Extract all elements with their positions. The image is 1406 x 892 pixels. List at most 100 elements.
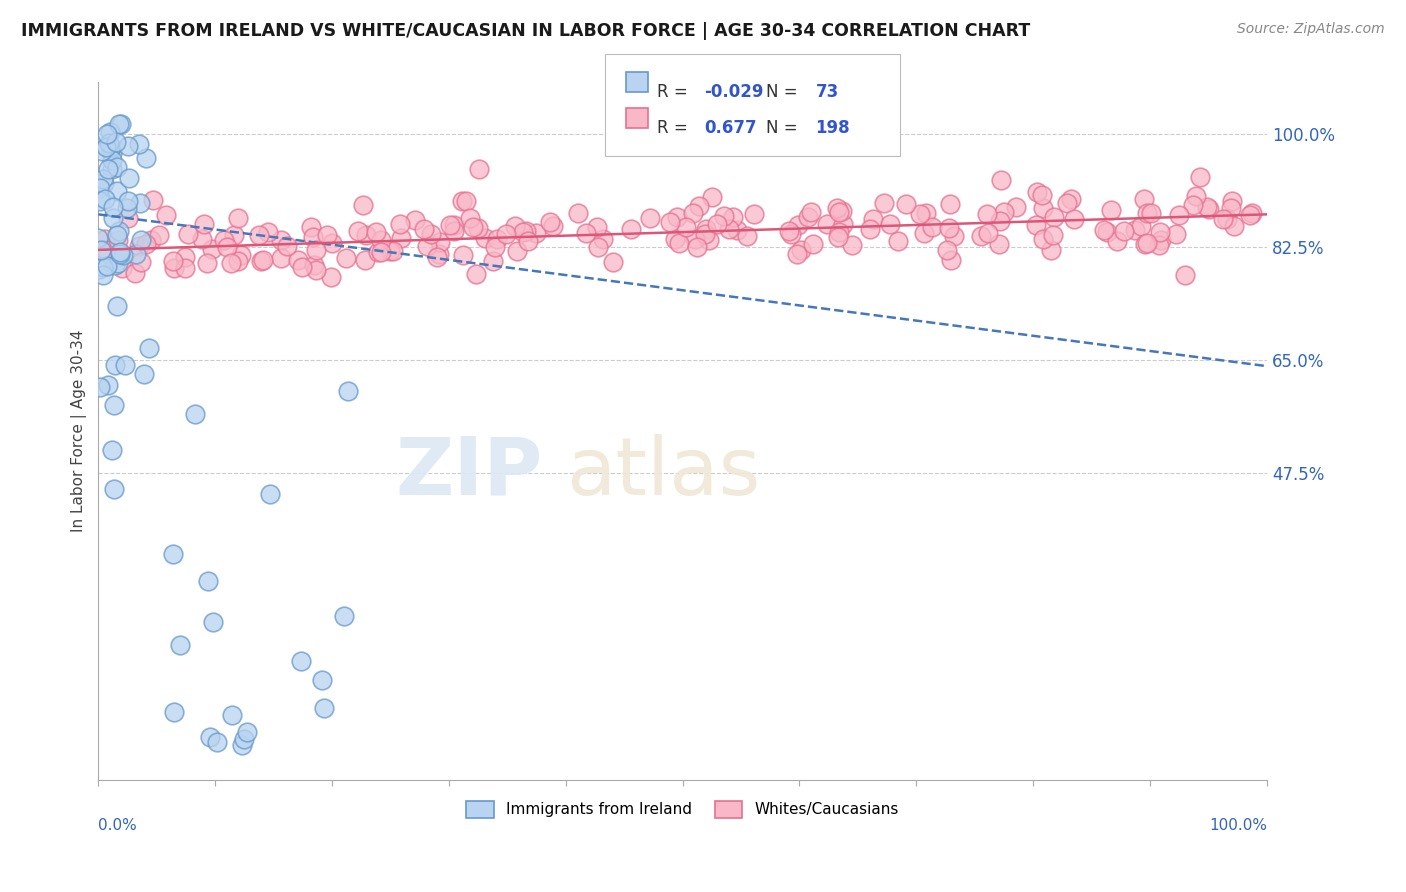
Point <box>228 211 250 225</box>
Y-axis label: In Labor Force | Age 30-34: In Labor Force | Age 30-34 <box>72 329 87 532</box>
Point <box>429 235 451 249</box>
Point <box>942 229 965 244</box>
Point <box>138 341 160 355</box>
Point <box>321 236 343 251</box>
Point <box>938 220 960 235</box>
Point <box>96 243 118 257</box>
Point <box>98 136 121 150</box>
Point <box>215 240 238 254</box>
Point <box>98 143 121 157</box>
Point <box>451 248 474 262</box>
Point <box>256 225 278 239</box>
Point <box>413 222 436 236</box>
Point <box>128 196 150 211</box>
Point <box>458 211 481 226</box>
Point <box>1220 194 1243 208</box>
Point <box>602 255 624 269</box>
Point <box>1223 219 1246 233</box>
Point <box>162 547 184 561</box>
Point <box>163 705 186 719</box>
Point <box>117 211 139 226</box>
Point <box>831 203 853 218</box>
Point <box>312 701 335 715</box>
Point <box>976 206 998 220</box>
Text: -0.029: -0.029 <box>704 83 763 101</box>
Point <box>1031 187 1053 202</box>
Point <box>101 153 124 167</box>
Point <box>87 262 110 277</box>
Point <box>128 137 150 152</box>
Point <box>506 244 529 258</box>
Text: 0.0%: 0.0% <box>98 818 138 833</box>
Point <box>115 201 138 215</box>
Point <box>575 227 598 241</box>
Point <box>1043 210 1066 224</box>
Point <box>908 207 931 221</box>
Point <box>195 255 218 269</box>
Point <box>304 258 326 272</box>
Point <box>128 239 150 253</box>
Point <box>107 256 129 270</box>
Point <box>163 261 186 276</box>
Point <box>91 260 114 274</box>
Point <box>94 192 117 206</box>
Point <box>108 117 131 131</box>
Point <box>364 225 387 239</box>
Point <box>124 247 146 261</box>
Point <box>515 224 537 238</box>
Point <box>426 250 449 264</box>
Point <box>1198 202 1220 217</box>
Point <box>118 170 141 185</box>
Point <box>921 219 943 234</box>
Text: 73: 73 <box>815 83 839 101</box>
Point <box>247 227 270 242</box>
Point <box>105 299 128 313</box>
Point <box>1167 208 1189 222</box>
Point <box>110 117 132 131</box>
Point <box>319 270 342 285</box>
Point <box>94 231 117 245</box>
Point <box>90 244 112 258</box>
Point <box>259 487 281 501</box>
Text: N =: N = <box>766 83 803 101</box>
Point <box>1032 232 1054 246</box>
Point <box>174 250 197 264</box>
Point <box>683 232 706 246</box>
Point <box>214 233 236 247</box>
Point <box>427 247 450 261</box>
Point <box>103 211 125 225</box>
Point <box>665 210 688 224</box>
Point <box>697 233 720 247</box>
Point <box>381 244 404 258</box>
Point <box>222 227 245 242</box>
Point <box>450 194 472 208</box>
Point <box>620 222 643 236</box>
Point <box>290 654 312 668</box>
Point <box>524 226 547 240</box>
Point <box>1136 235 1159 250</box>
Point <box>1216 212 1239 227</box>
Point <box>873 195 896 210</box>
Point <box>291 260 314 274</box>
Point <box>485 231 508 245</box>
Point <box>538 215 561 229</box>
Point <box>717 221 740 235</box>
Point <box>97 162 120 177</box>
Point <box>155 208 177 222</box>
Point <box>111 260 134 275</box>
Point <box>233 731 256 746</box>
Point <box>841 238 863 252</box>
Point <box>706 217 728 231</box>
Point <box>94 140 117 154</box>
Point <box>935 243 957 257</box>
Point <box>87 231 110 245</box>
Point <box>463 219 485 234</box>
Point <box>103 483 125 497</box>
Point <box>467 220 489 235</box>
Point <box>252 252 274 267</box>
Point <box>512 226 534 240</box>
Point <box>108 246 131 260</box>
Point <box>1042 228 1064 243</box>
Text: IMMIGRANTS FROM IRELAND VS WHITE/CAUCASIAN IN LABOR FORCE | AGE 30-34 CORRELATIO: IMMIGRANTS FROM IRELAND VS WHITE/CAUCASI… <box>21 22 1031 40</box>
Point <box>467 162 489 177</box>
